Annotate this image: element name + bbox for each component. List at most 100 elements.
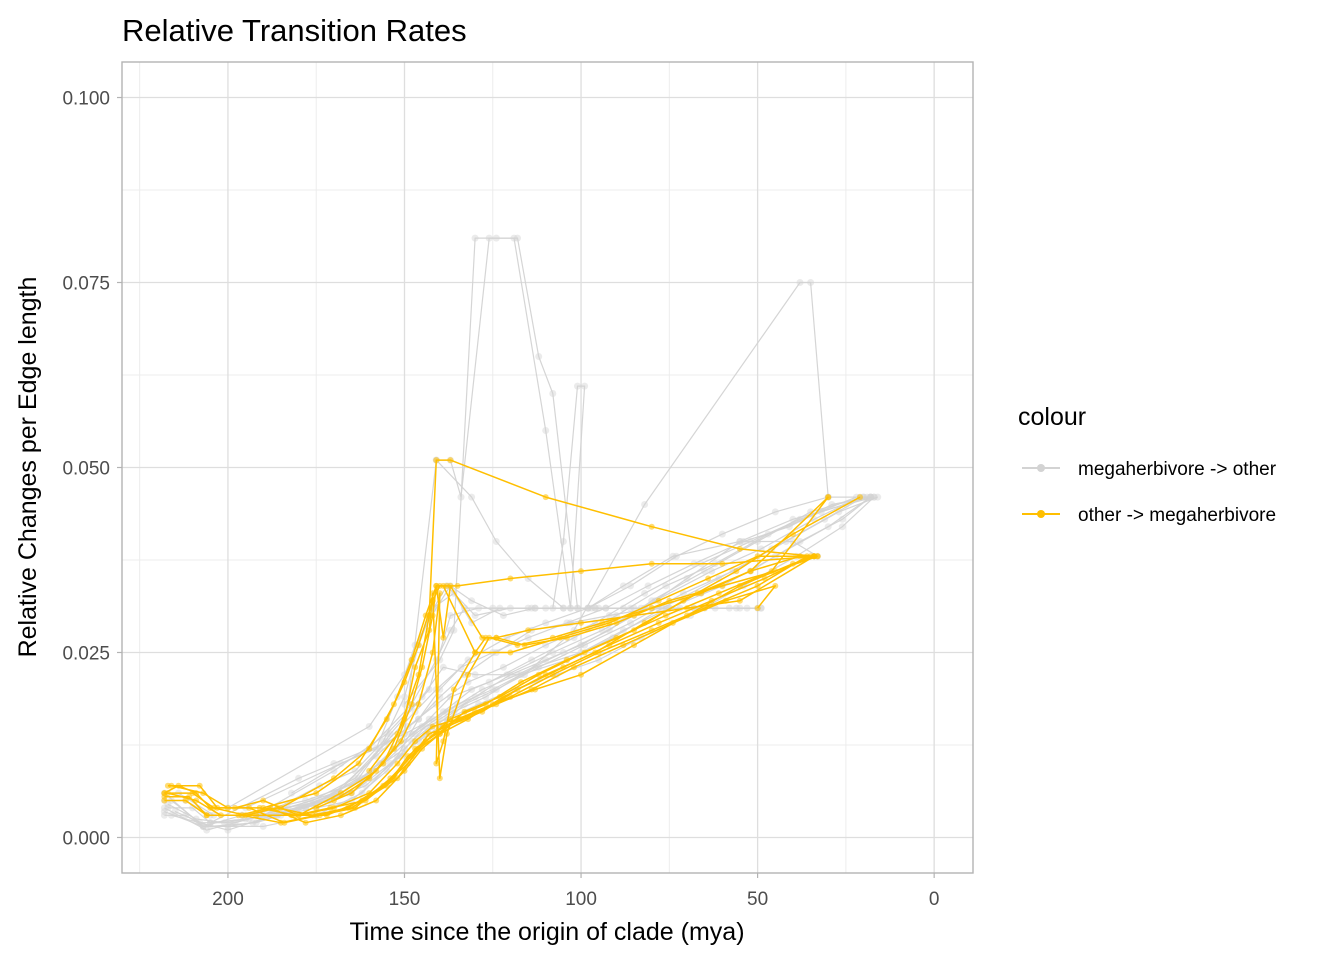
data-point <box>620 642 627 649</box>
data-point <box>581 641 589 649</box>
data-point <box>429 590 436 597</box>
data-point <box>602 604 610 612</box>
data-point <box>771 508 779 516</box>
data-point <box>471 612 479 619</box>
data-point <box>288 812 295 819</box>
data-point <box>559 604 567 612</box>
data-point <box>754 553 761 560</box>
series-line <box>255 281 829 816</box>
data-point <box>627 582 634 590</box>
data-point <box>433 457 440 464</box>
data-point <box>796 538 804 545</box>
data-point <box>359 797 366 804</box>
chart-title: Relative Transition Rates <box>122 13 467 48</box>
data-point <box>422 723 430 730</box>
data-point <box>401 700 408 708</box>
data-point <box>796 279 804 286</box>
data-point <box>542 619 550 627</box>
data-point <box>828 501 836 508</box>
data-point <box>718 530 726 538</box>
data-point <box>549 671 556 678</box>
data-point <box>740 538 747 545</box>
data-point <box>366 767 373 774</box>
data-point <box>606 619 613 626</box>
data-point <box>521 671 528 679</box>
data-point <box>705 575 712 582</box>
x-axis-ticks: 200 150 100 50 0 <box>212 873 939 910</box>
data-point <box>313 790 320 797</box>
legend-entry-megaherbivore-other: megaherbivore -> other <box>1022 459 1277 480</box>
data-point <box>655 597 662 604</box>
data-point <box>224 826 232 834</box>
data-point <box>164 790 171 797</box>
data-point <box>351 774 359 782</box>
series-other-megaherbivore <box>161 457 863 826</box>
data-point <box>772 568 779 575</box>
data-point <box>461 708 468 715</box>
data-point <box>468 597 476 605</box>
data-point <box>471 234 479 242</box>
data-point <box>684 605 690 612</box>
data-point <box>313 804 320 811</box>
data-point <box>838 515 846 523</box>
x-tick-label: 200 <box>212 889 244 910</box>
data-point <box>662 612 669 619</box>
data-point <box>429 723 436 730</box>
data-point <box>708 597 715 604</box>
data-point <box>817 508 825 516</box>
data-point <box>337 812 344 819</box>
data-point <box>373 797 380 804</box>
data-point <box>595 649 602 656</box>
data-point <box>578 619 584 626</box>
data-point <box>482 693 490 701</box>
data-point <box>715 590 722 597</box>
data-point <box>613 619 620 626</box>
data-point <box>499 612 507 619</box>
data-point <box>535 353 543 360</box>
data-point <box>475 604 483 612</box>
data-point <box>811 553 818 560</box>
data-point <box>510 234 518 242</box>
data-point <box>619 582 627 590</box>
data-point <box>433 760 440 767</box>
data-point <box>641 501 649 508</box>
data-point <box>457 663 465 671</box>
data-point <box>578 568 584 575</box>
data-point <box>581 649 588 656</box>
data-point <box>440 582 447 589</box>
data-point <box>220 819 228 827</box>
data-point <box>499 663 507 671</box>
data-point <box>160 804 168 812</box>
data-point <box>302 819 309 826</box>
data-point <box>514 234 521 242</box>
data-point <box>789 538 797 545</box>
data-point <box>733 568 740 575</box>
data-point <box>439 663 447 671</box>
data-point <box>390 701 397 708</box>
data-point <box>330 760 338 767</box>
data-point <box>348 804 355 811</box>
data-point <box>164 804 172 812</box>
data-point <box>440 634 447 641</box>
data-point <box>217 812 224 819</box>
x-tick-label: 50 <box>747 889 768 910</box>
data-point <box>556 634 563 641</box>
major-gridlines <box>122 62 973 873</box>
data-point <box>433 582 440 589</box>
data-point <box>535 671 542 678</box>
data-point <box>277 819 284 826</box>
data-point <box>857 494 863 501</box>
data-point <box>168 782 175 789</box>
series-line <box>315 496 829 809</box>
data-point <box>631 627 637 634</box>
data-point <box>807 279 815 286</box>
data-point <box>825 494 832 501</box>
x-axis-title: Time since the origin of clade (mya) <box>349 918 744 946</box>
data-point <box>507 649 514 656</box>
data-point <box>471 671 479 679</box>
data-point <box>426 730 433 737</box>
series-line <box>298 555 818 816</box>
data-point <box>468 493 476 501</box>
data-point <box>492 538 500 545</box>
data-point <box>591 604 599 612</box>
